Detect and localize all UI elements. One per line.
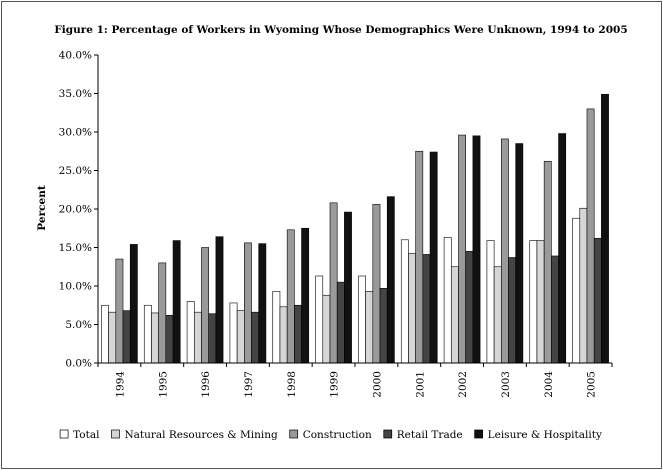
- bar-1999-5: [344, 211, 352, 364]
- bar-1995-3: [158, 262, 167, 364]
- bar-2002-2: [450, 266, 459, 364]
- bar-2005-2: [579, 207, 588, 364]
- bar-2004-2: [536, 240, 545, 364]
- chart-title: Figure 1: Percentage of Workers in Wyomi…: [54, 24, 627, 36]
- bars: [101, 93, 609, 364]
- legend: Total Natural Resources & Mining Construct…: [59, 429, 602, 441]
- y-tick-label: 40.0%: [59, 50, 92, 62]
- bar-2001-5: [429, 151, 438, 364]
- x-tick-label: 2000: [371, 371, 383, 398]
- legend-swatch: [289, 429, 299, 439]
- bar-1999-1: [315, 275, 324, 364]
- y-tick-label: 5.0%: [65, 319, 92, 331]
- bar-1998-4: [294, 304, 302, 364]
- bar-1994-4: [122, 310, 131, 364]
- bar-1995-1: [143, 304, 152, 364]
- bar-1998-1: [272, 291, 281, 364]
- bar-1998-2: [279, 306, 288, 364]
- bar-1998-5: [301, 227, 310, 364]
- x-tick-label: 1995: [157, 371, 169, 398]
- bar-1999-4: [336, 281, 345, 364]
- bar-2002-1: [443, 237, 452, 364]
- x-tick-label: 1996: [200, 371, 212, 398]
- bar-2004-5: [558, 133, 567, 364]
- x-tick-label: 2004: [543, 371, 555, 398]
- bar-2003-1: [486, 240, 495, 364]
- y-axis: 0.0% 5.0% 10.0% 15.0% 20.0% 25.0% 30.0% 35.0% 40…: [59, 50, 98, 370]
- bar-2004-4: [551, 255, 559, 364]
- x-tick-label: 1994: [114, 371, 126, 398]
- bar-1995-5: [172, 240, 181, 364]
- legend-swatch: [474, 429, 483, 439]
- x-tick-label: 2001: [414, 371, 426, 398]
- y-tick-label: 0.0%: [65, 358, 92, 370]
- bar-1999-3: [329, 202, 338, 364]
- bar-1997-5: [258, 243, 267, 364]
- legend-label: Leisure & Hospitality: [488, 429, 602, 441]
- bar-2000-3: [372, 204, 381, 364]
- y-tick-label: 25.0%: [59, 165, 92, 177]
- bar-1994-1: [101, 304, 109, 364]
- bar-1996-5: [215, 236, 224, 364]
- bar-2005-1: [572, 217, 581, 364]
- legend-label: Natural Resources & Mining: [124, 429, 278, 441]
- x-tick-label: 1999: [329, 371, 341, 398]
- bar-1994-3: [115, 258, 124, 364]
- bar-1996-4: [208, 313, 217, 364]
- y-tick-label: 15.0%: [59, 242, 92, 254]
- bar-2004-3: [543, 160, 552, 364]
- bar-1994-2: [108, 311, 117, 364]
- bar-1998-3: [286, 229, 295, 364]
- y-tick-label: 30.0%: [59, 127, 92, 139]
- bar-2000-2: [365, 291, 374, 364]
- bar-1994-5: [129, 244, 138, 364]
- x-tick-label: 1997: [243, 371, 255, 398]
- bar-1997-4: [251, 311, 260, 364]
- legend-swatch: [59, 429, 69, 439]
- x-tick-label: 2005: [586, 371, 598, 398]
- x-tick-label: 1998: [286, 371, 298, 398]
- bar-2001-4: [422, 254, 431, 364]
- bar-2002-4: [465, 251, 474, 364]
- x-tick-label: 2003: [500, 371, 512, 398]
- x-tick-label: 2002: [457, 371, 469, 398]
- bar-2005-3: [586, 108, 595, 364]
- bar-1997-2: [236, 310, 245, 364]
- bar-1996-1: [186, 301, 195, 364]
- bar-2001-2: [408, 253, 416, 364]
- bar-2003-2: [493, 266, 502, 364]
- y-axis-label: Percent: [36, 185, 48, 231]
- legend-label: Total: [73, 429, 100, 441]
- legend-swatch: [111, 429, 120, 439]
- bar-2005-4: [593, 237, 602, 364]
- bar-2004-1: [529, 240, 538, 364]
- bar-1996-3: [201, 247, 209, 364]
- legend-label: Retail Trade: [397, 429, 463, 441]
- bar-1995-4: [165, 314, 174, 364]
- x-axis: 1994 1995 1996 1997 1998 1999 2000 2001 2002 2003…: [97, 363, 613, 398]
- y-tick-label: 35.0%: [59, 88, 92, 100]
- bar-1996-2: [193, 311, 202, 364]
- bar-2001-1: [400, 239, 409, 364]
- y-tick-label: 10.0%: [59, 281, 92, 293]
- bar-2005-5: [601, 93, 609, 364]
- bar-1997-3: [244, 242, 252, 364]
- y-tick-label: 20.0%: [59, 204, 92, 216]
- bar-2001-3: [415, 150, 424, 364]
- bar-2000-1: [358, 275, 366, 364]
- bar-1995-2: [151, 312, 159, 364]
- bar-2002-5: [472, 135, 481, 364]
- bar-2003-4: [508, 257, 517, 364]
- bar-2002-3: [458, 134, 466, 364]
- bar-1997-1: [229, 302, 238, 364]
- bar-2000-4: [379, 288, 388, 364]
- bar-2003-5: [515, 143, 524, 364]
- bar-1999-2: [322, 294, 331, 364]
- bar-2000-5: [386, 196, 395, 364]
- bar-2003-3: [501, 138, 509, 364]
- legend-label: Construction: [303, 429, 372, 441]
- legend-swatch: [383, 429, 393, 439]
